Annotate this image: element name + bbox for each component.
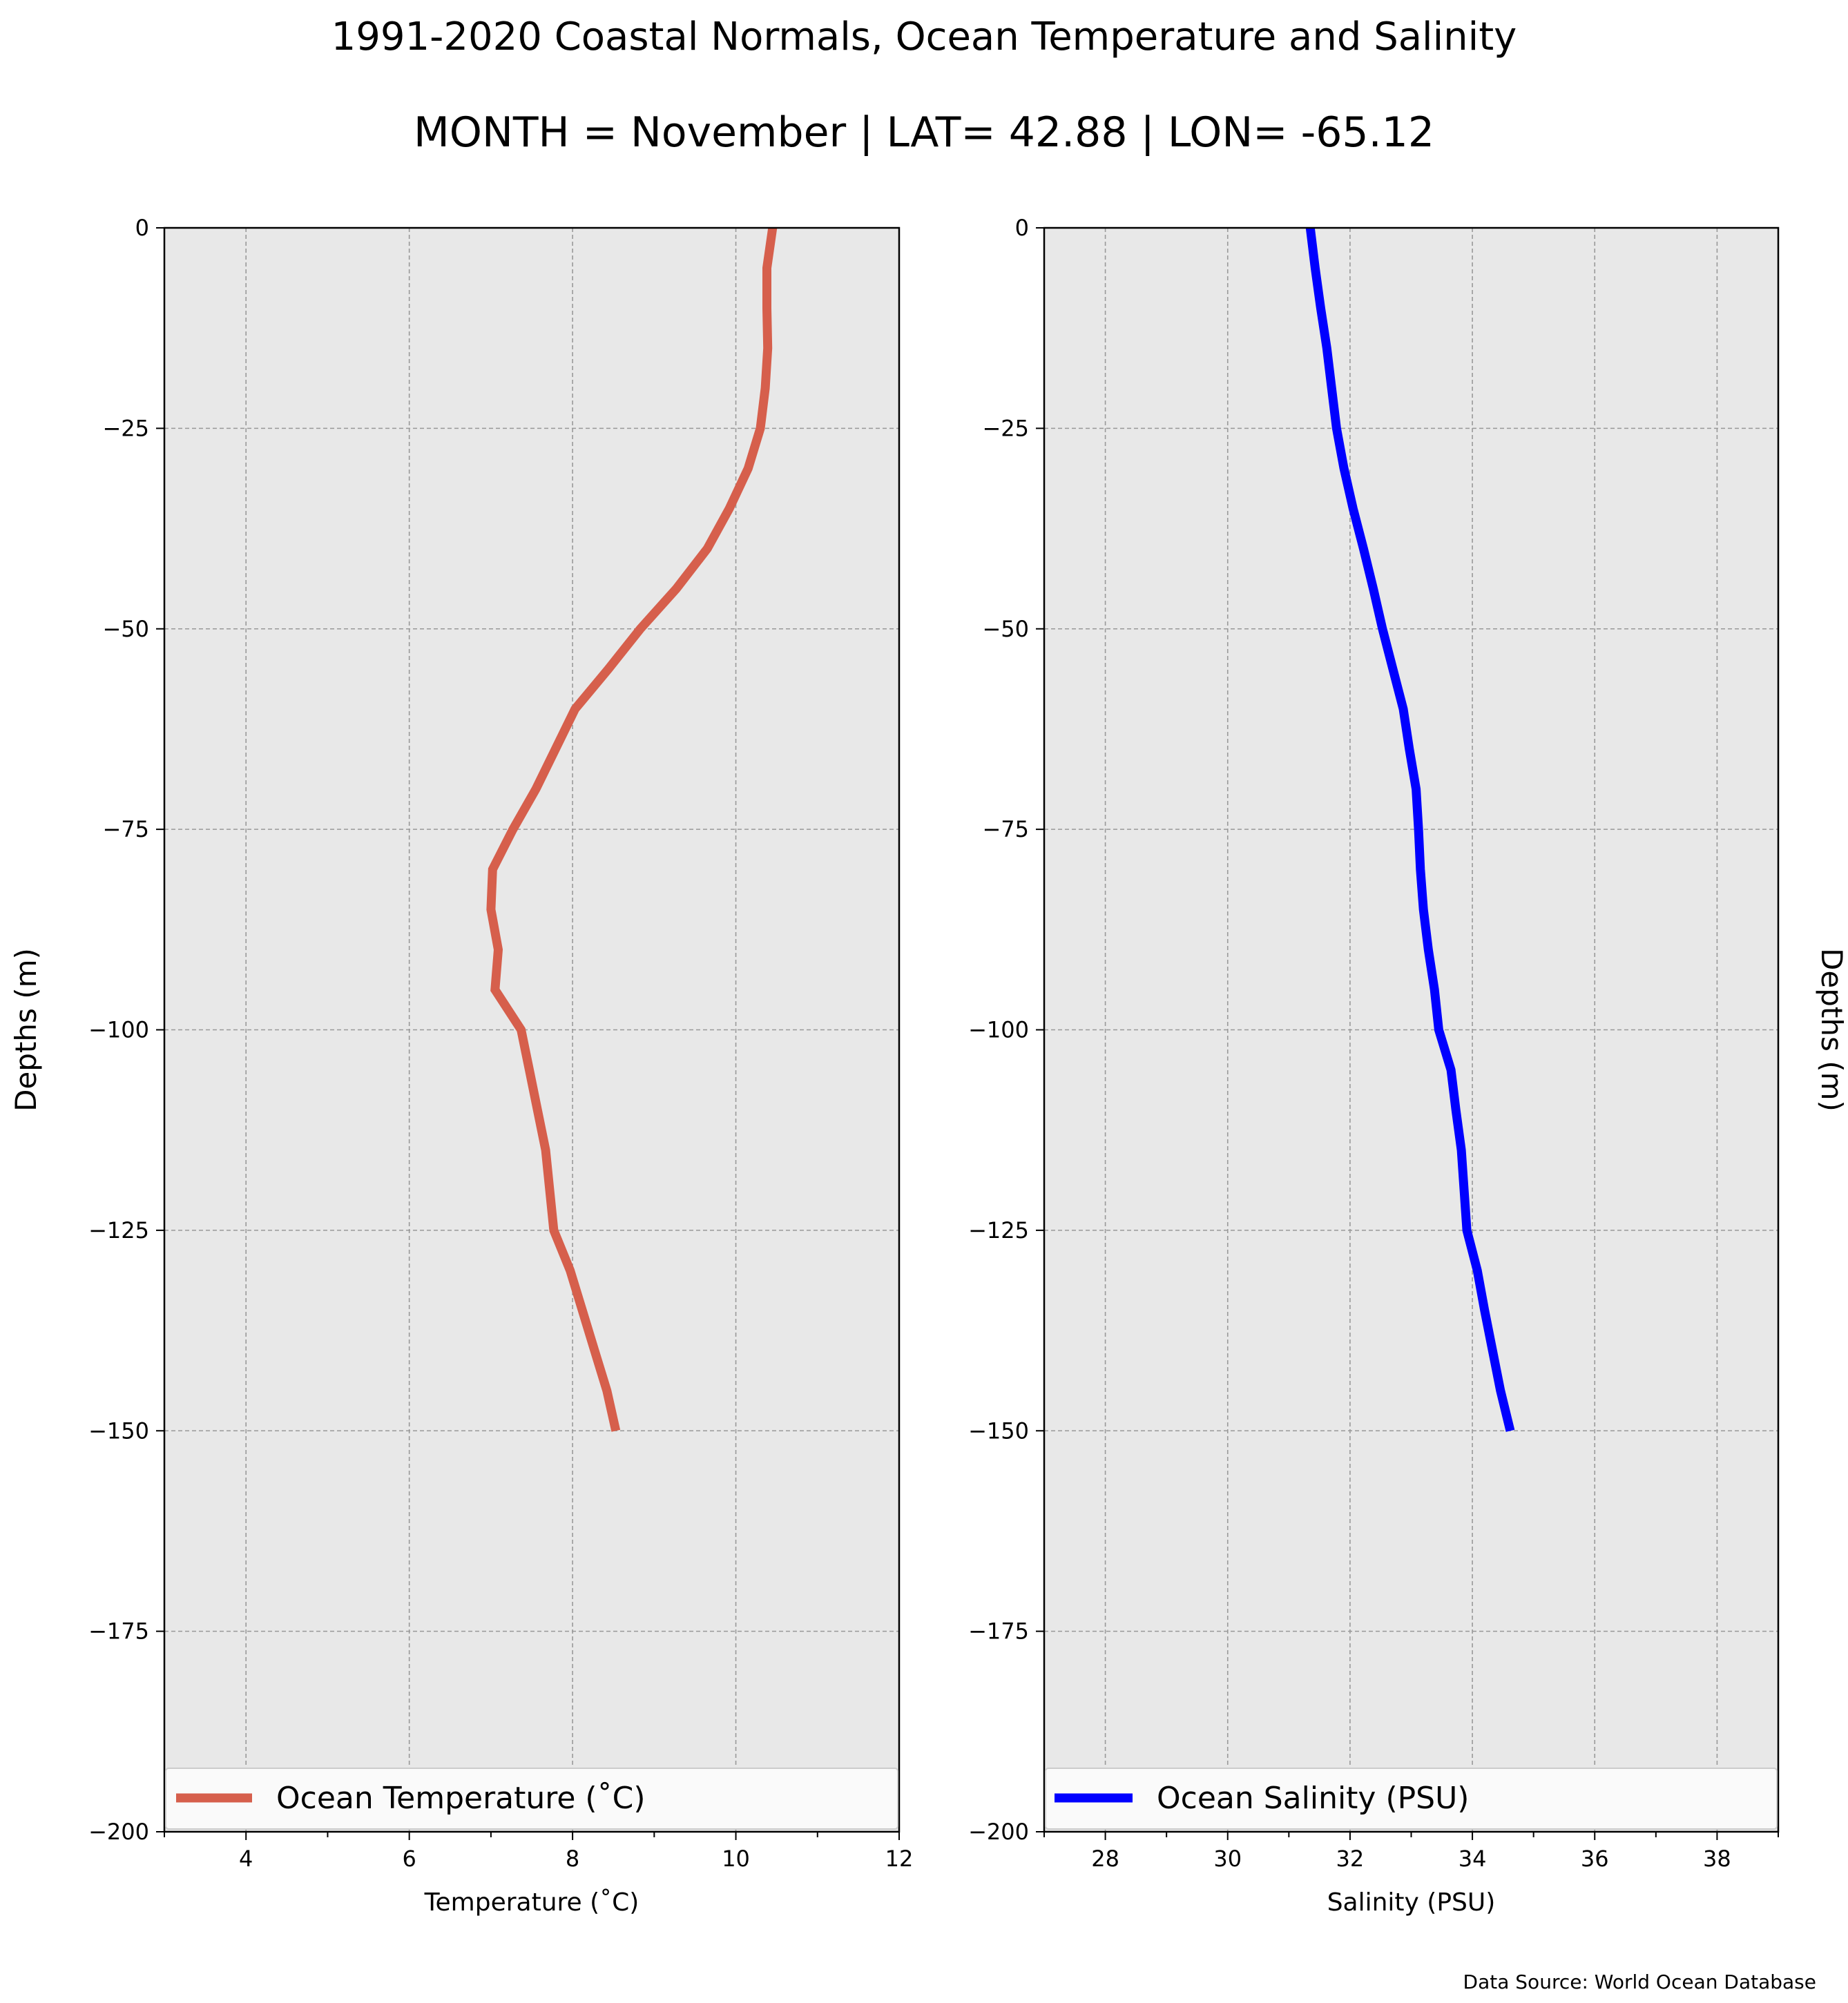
sal-y-tick-label: −150	[968, 1417, 1029, 1444]
sal-x-tick-label: 30	[1213, 1846, 1242, 1872]
temp-legend: Ocean Temperature (˚C)	[165, 1768, 898, 1830]
sal-y-tick-label: −125	[968, 1217, 1029, 1244]
salinity-panel: 28 30 32 34 36 38 0 −25 −50 −75 −100 −125 −150 −175 −2…	[968, 215, 1848, 1917]
sal-legend-box	[1045, 1768, 1778, 1830]
temp-x-tick-label: 8	[566, 1846, 579, 1872]
temp-y-tick-label: −25	[102, 415, 149, 441]
chart-subtitle: MONTH = November | LAT= 42.88 | LON= -65…	[414, 108, 1434, 157]
temp-series-line	[486, 227, 778, 1432]
chart-title: 1991-2020 Coastal Normals, Ocean Tempera…	[331, 14, 1517, 59]
sal-legend: Ocean Salinity (PSU)	[1045, 1768, 1778, 1830]
temp-x-tick-label: 4	[239, 1846, 253, 1872]
sal-y-tick-label: −100	[968, 1017, 1029, 1043]
temp-y-tick-label: −200	[88, 1819, 149, 1845]
sal-x-tick-label: 32	[1336, 1846, 1365, 1872]
temp-y-tick-label: −75	[102, 816, 149, 842]
temp-x-tick-label: 6	[402, 1846, 416, 1872]
temp-y-tick-label: −100	[88, 1017, 149, 1043]
temperature-panel: 4 6 8 10 12 0 −25 −50 −75 −100 −125 −150 −175 −200 Tem…	[9, 215, 913, 1917]
temp-y-tick-label: −50	[102, 616, 149, 642]
data-source-note: Data Source: World Ocean Database	[1463, 1971, 1816, 1993]
sal-series-line	[1305, 227, 1515, 1432]
sal-y-tick-label: −50	[982, 616, 1029, 642]
temp-y-tick-label: −150	[88, 1417, 149, 1444]
sal-y-tick-label: −75	[982, 816, 1029, 842]
temp-x-tick-label: 12	[885, 1846, 914, 1872]
sal-y-tick-label: −200	[968, 1819, 1029, 1845]
temp-x-tick-label: 10	[722, 1846, 750, 1872]
temp-y-tick-label: 0	[135, 215, 149, 241]
temp-y-tick-label: −125	[88, 1217, 149, 1244]
sal-x-axis-label: Salinity (PSU)	[1327, 1888, 1496, 1917]
temp-y-axis-label: Depths (m)	[9, 948, 43, 1112]
sal-y-axis-label: Depths (m)	[1815, 948, 1848, 1112]
sal-x-tick-label: 38	[1703, 1846, 1731, 1872]
sal-x-tick-label: 34	[1459, 1846, 1487, 1872]
sal-legend-label: Ocean Salinity (PSU)	[1157, 1781, 1469, 1816]
sal-y-tick-label: −25	[982, 415, 1029, 441]
temp-legend-label: Ocean Temperature (˚C)	[276, 1781, 646, 1816]
temp-x-axis-label: Temperature (˚C)	[424, 1888, 639, 1917]
temp-y-tick-label: −175	[88, 1618, 149, 1645]
temp-legend-box	[165, 1768, 898, 1830]
sal-x-tick-label: 28	[1091, 1846, 1119, 1872]
sal-y-tick-label: 0	[1015, 215, 1029, 241]
sal-y-tick-label: −175	[968, 1618, 1029, 1645]
sal-x-tick-label: 36	[1581, 1846, 1609, 1872]
